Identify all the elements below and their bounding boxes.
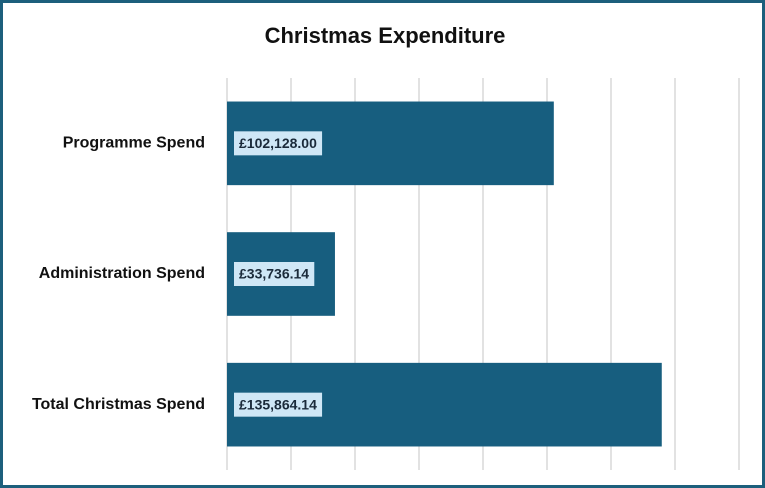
chart-title: Christmas Expenditure <box>265 23 506 48</box>
y-tick-label: Administration Spend <box>39 265 205 282</box>
data-label-box <box>234 262 315 286</box>
data-label: £33,736.14 <box>239 266 309 282</box>
data-label: £135,864.14 <box>239 396 317 412</box>
y-tick-label: Total Christmas Spend <box>32 396 205 413</box>
y-tick-label: Programme Spend <box>63 135 205 152</box>
data-label-box <box>234 392 323 417</box>
data-label: £102,128.00 <box>239 135 317 151</box>
data-label-box <box>234 131 323 156</box>
